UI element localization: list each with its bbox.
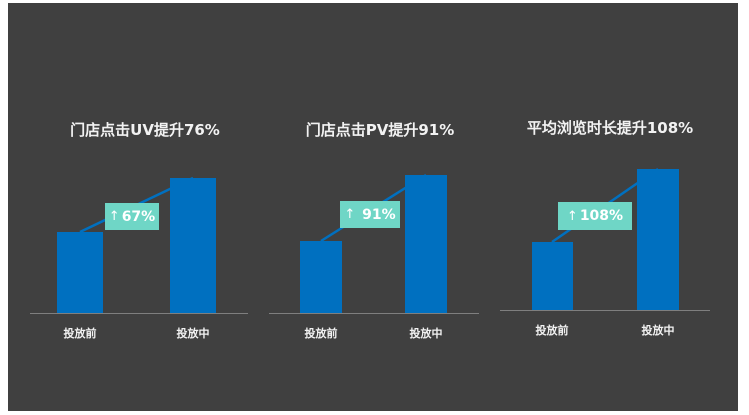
category-label-before: 投放前	[304, 327, 338, 340]
growth-badge-uv: ↑ 67%	[105, 203, 159, 230]
category-label-during: 投放中	[641, 324, 675, 337]
growth-badge-pv: ↑ 91%	[340, 201, 400, 228]
growth-value: 67%	[121, 208, 156, 225]
category-label-during: 投放中	[176, 327, 210, 340]
bar-during	[170, 178, 216, 313]
x-axis-line	[500, 310, 710, 311]
x-axis-line	[30, 313, 248, 314]
category-label-before: 投放前	[63, 327, 97, 340]
chart-title: 门店点击PV提升91%	[305, 121, 455, 139]
growth-badge-duration: ↑ 108%	[558, 202, 632, 230]
bar-during	[405, 175, 447, 313]
category-label-during: 投放中	[409, 327, 443, 340]
bar-during	[637, 169, 679, 310]
bar-before	[532, 242, 573, 310]
bar-before	[57, 232, 103, 313]
up-arrow-icon: ↑	[566, 208, 578, 224]
growth-value: 108%	[579, 208, 624, 224]
category-label-before: 投放前	[535, 324, 569, 337]
up-arrow-icon: ↑	[344, 207, 356, 222]
growth-value: 91%	[357, 206, 396, 223]
bar-before	[300, 241, 342, 313]
up-arrow-icon: ↑	[108, 209, 120, 224]
chart-title: 门店点击UV提升76%	[70, 121, 220, 139]
x-axis-line	[269, 313, 479, 314]
chart-title: 平均浏览时长提升108%	[526, 119, 694, 137]
